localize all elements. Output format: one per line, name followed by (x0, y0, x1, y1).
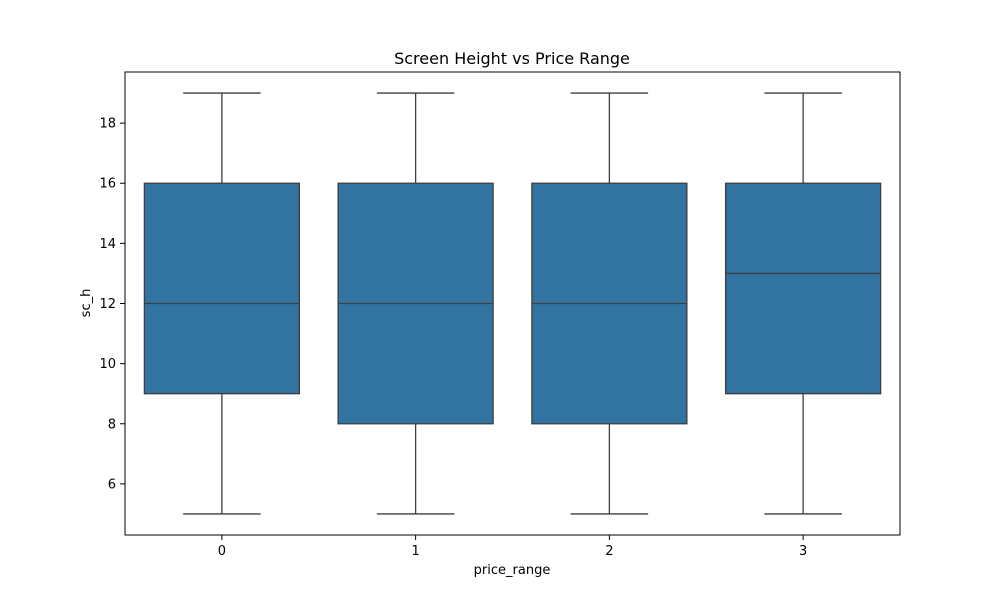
y-tick-label: 10 (99, 357, 116, 372)
y-tick-label: 8 (108, 417, 116, 432)
y-tick-label: 18 (99, 117, 116, 132)
chart-title: Screen Height vs Price Range (394, 49, 630, 68)
box-group-3 (724, 92, 882, 515)
x-tick-label: 2 (605, 544, 613, 559)
y-tick-label: 6 (108, 477, 116, 492)
x-tick-label: 0 (218, 544, 226, 559)
y-tick-label: 14 (99, 237, 116, 252)
x-axis-label: price_range (474, 563, 551, 578)
y-tick-label: 12 (99, 297, 116, 312)
box-iqr (724, 182, 882, 395)
plot-area (143, 92, 882, 515)
box-group-1 (337, 92, 494, 515)
x-axis: 0 1 2 3 (218, 535, 807, 559)
y-tick-label: 16 (99, 177, 116, 192)
box-iqr (143, 182, 301, 395)
box-group-0 (143, 92, 301, 515)
box-group-2 (531, 92, 688, 515)
x-tick-label: 3 (799, 544, 807, 559)
y-axis-label: sc_h (79, 289, 94, 318)
y-axis: 6 8 10 12 14 16 18 (99, 117, 125, 492)
x-tick-label: 1 (411, 544, 419, 559)
